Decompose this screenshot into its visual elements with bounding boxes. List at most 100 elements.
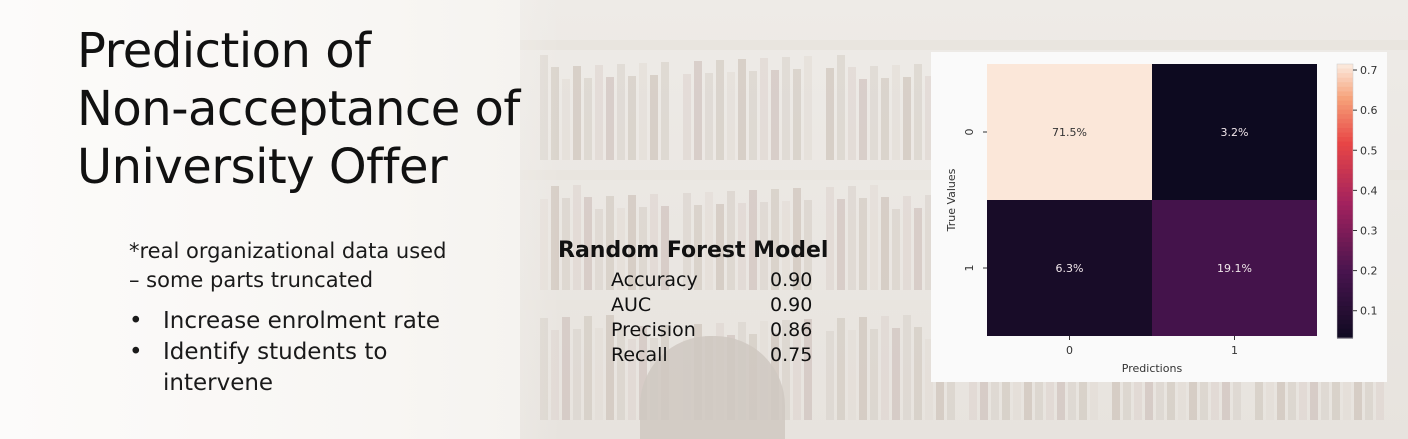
metrics-table: Accuracy 0.90 AUC 0.90 Precision 0.86 Re…	[611, 268, 812, 368]
colorbar-segment	[1337, 155, 1353, 161]
student-silhouette	[640, 336, 785, 439]
book-spine	[826, 331, 834, 420]
colorbar-segment	[1337, 283, 1353, 289]
book-spine	[760, 58, 768, 160]
book-spine	[782, 57, 790, 160]
bullet-item: Identify students to intervene	[129, 337, 493, 399]
metric-value: 0.75	[770, 344, 813, 366]
book-spine	[683, 193, 691, 290]
book-spine	[705, 192, 713, 290]
colorbar-segment	[1337, 324, 1353, 330]
metric-label: AUC	[611, 294, 652, 316]
colorbar-tick-label: 0.2	[1360, 265, 1378, 278]
colorbar-segment	[1337, 196, 1353, 202]
book-spine	[562, 198, 570, 290]
book-spine	[804, 319, 812, 420]
book-spine	[573, 66, 581, 160]
book-spine	[892, 209, 900, 290]
book-spine	[826, 68, 834, 160]
colorbar-tick-label: 0.7	[1360, 64, 1378, 77]
colorbar-segment	[1337, 109, 1353, 115]
colorbar-segment	[1337, 132, 1353, 138]
colorbar-segment	[1337, 159, 1353, 166]
colorbar-segment	[1337, 310, 1353, 316]
heatmap-cell	[1152, 200, 1317, 336]
cell-label: 3.2%	[1221, 126, 1249, 139]
book-spine	[705, 73, 713, 160]
book-spine	[683, 74, 691, 160]
book-spine	[892, 328, 900, 420]
book-spine	[639, 63, 647, 160]
x-axis-label: Predictions	[1122, 362, 1183, 375]
colorbar-segment	[1337, 228, 1353, 234]
book-spine	[848, 67, 856, 160]
colorbar-segment	[1337, 287, 1353, 293]
colorbar-segment	[1337, 182, 1353, 188]
colorbar-segment	[1337, 333, 1353, 339]
colorbar-segment	[1337, 264, 1353, 271]
book-spine	[870, 185, 878, 290]
book-spine	[606, 315, 614, 420]
book-spine	[793, 332, 801, 420]
book-spine	[650, 194, 658, 290]
colorbar-segment	[1337, 328, 1353, 335]
colorbar-segment	[1337, 315, 1353, 321]
book-spine	[881, 316, 889, 420]
book-spine	[628, 339, 636, 420]
book-spine	[639, 326, 647, 420]
colorbar-segment	[1337, 223, 1353, 229]
colorbar-segment	[1337, 82, 1353, 88]
colorbar-segment	[1337, 246, 1353, 252]
metric-row: Accuracy 0.90	[611, 268, 812, 293]
note-line: *real organizational data used	[129, 239, 447, 263]
model-title: Random Forest Model	[558, 238, 829, 263]
colorbar-segment	[1337, 173, 1353, 179]
metric-value: 0.86	[770, 319, 813, 341]
book-spine	[925, 339, 933, 420]
book-spine	[595, 65, 603, 160]
book-spine	[749, 71, 757, 160]
metric-row: Precision 0.86	[611, 318, 812, 343]
book-spine	[749, 190, 757, 290]
metric-value: 0.90	[770, 294, 813, 316]
colorbar-segment	[1337, 242, 1353, 248]
colorbar-segment	[1337, 146, 1353, 152]
book-spine	[782, 320, 790, 420]
book-spine	[903, 196, 911, 290]
colorbar-frame	[1336, 63, 1354, 339]
colorbar-segment	[1337, 178, 1353, 184]
x-tick-label: 1	[1231, 344, 1238, 357]
book-spine	[804, 56, 812, 160]
book-spine	[584, 197, 592, 290]
book-spine	[881, 197, 889, 290]
book-spine	[881, 78, 889, 160]
book-spine	[661, 62, 669, 160]
book-spine	[804, 200, 812, 290]
colorbar-segment	[1337, 169, 1353, 175]
colorbar-segment	[1337, 319, 1353, 325]
book-spine	[617, 208, 625, 290]
book-spine	[606, 196, 614, 290]
confusion-matrix-chart: 71.5% 3.2% 6.3% 19.1% 0 1 0 1 Predictions True Va…	[931, 52, 1387, 382]
colorbar-segment	[1337, 191, 1353, 198]
bullet-list: Increase enrolment rate Identify student…	[129, 306, 493, 399]
book-spine	[694, 61, 702, 160]
metric-row: AUC 0.90	[611, 293, 812, 318]
book-spine	[562, 79, 570, 160]
cell-label: 19.1%	[1217, 262, 1252, 275]
colorbar-segment	[1337, 232, 1353, 239]
book-spine	[837, 199, 845, 290]
colorbar-segment	[1337, 68, 1353, 74]
book-spine	[727, 191, 735, 290]
heatmap-cell	[1152, 64, 1317, 200]
metric-label: Recall	[611, 344, 668, 366]
colorbar-segment	[1337, 292, 1353, 298]
book-spine	[837, 55, 845, 160]
book-spine	[903, 315, 911, 420]
book-spine	[639, 207, 647, 290]
title-line: Non-acceptance of	[77, 81, 520, 137]
metric-label: Precision	[611, 319, 696, 341]
metric-value: 0.90	[770, 269, 813, 291]
colorbar-segment	[1337, 95, 1353, 102]
book-spine	[738, 203, 746, 290]
